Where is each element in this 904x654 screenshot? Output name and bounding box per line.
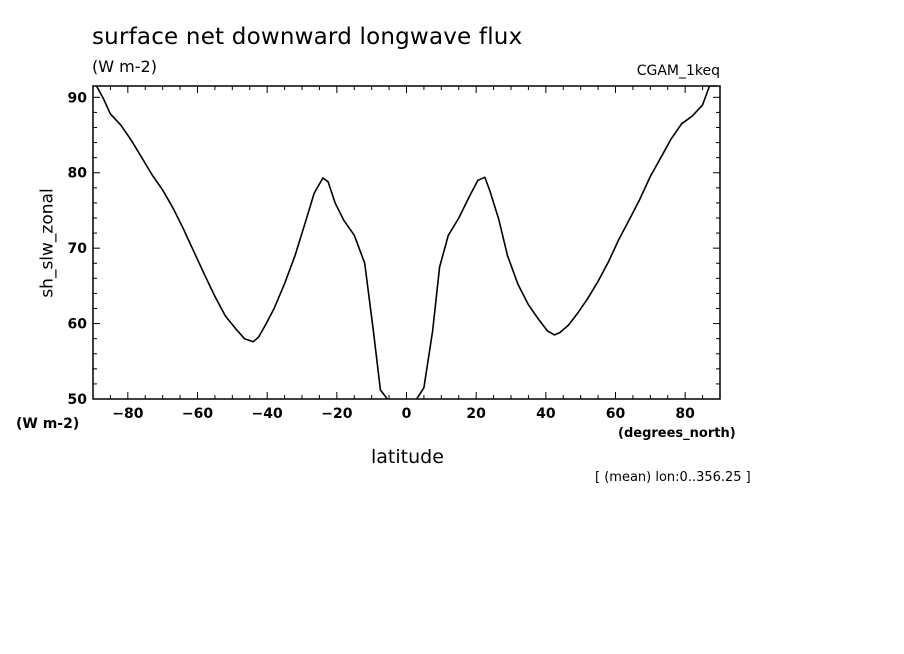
y-axis-units: (W m-2) <box>16 416 80 432</box>
x-tick-label: 80 <box>675 406 695 422</box>
x-tick-label: 40 <box>536 406 556 422</box>
chart-title: surface net downward longwave flux <box>92 24 523 50</box>
plot-frame <box>92 85 721 400</box>
y-tick-label: 50 <box>68 392 88 408</box>
x-tick-label: −40 <box>252 406 283 422</box>
x-axis-label: latitude <box>371 446 444 468</box>
y-tick-label: 80 <box>68 166 88 182</box>
x-tick-label: 0 <box>402 406 412 422</box>
x-tick-label: −20 <box>321 406 352 422</box>
x-tick-label: −80 <box>112 406 143 422</box>
x-axis-units: (degrees_north) <box>618 426 736 441</box>
averaging-note: [ (mean) lon:0..356.25 ] <box>595 470 751 485</box>
y-tick-label: 90 <box>68 90 88 106</box>
dataset-label: CGAM_1keq <box>636 63 720 79</box>
y-tick-label: 70 <box>68 241 88 257</box>
x-tick-label: 20 <box>466 406 486 422</box>
y-tick-label: 60 <box>68 317 88 333</box>
title-units: (W m-2) <box>92 57 157 76</box>
series-line <box>95 86 717 399</box>
x-tick-label: −60 <box>182 406 213 422</box>
x-tick-label: 60 <box>606 406 626 422</box>
